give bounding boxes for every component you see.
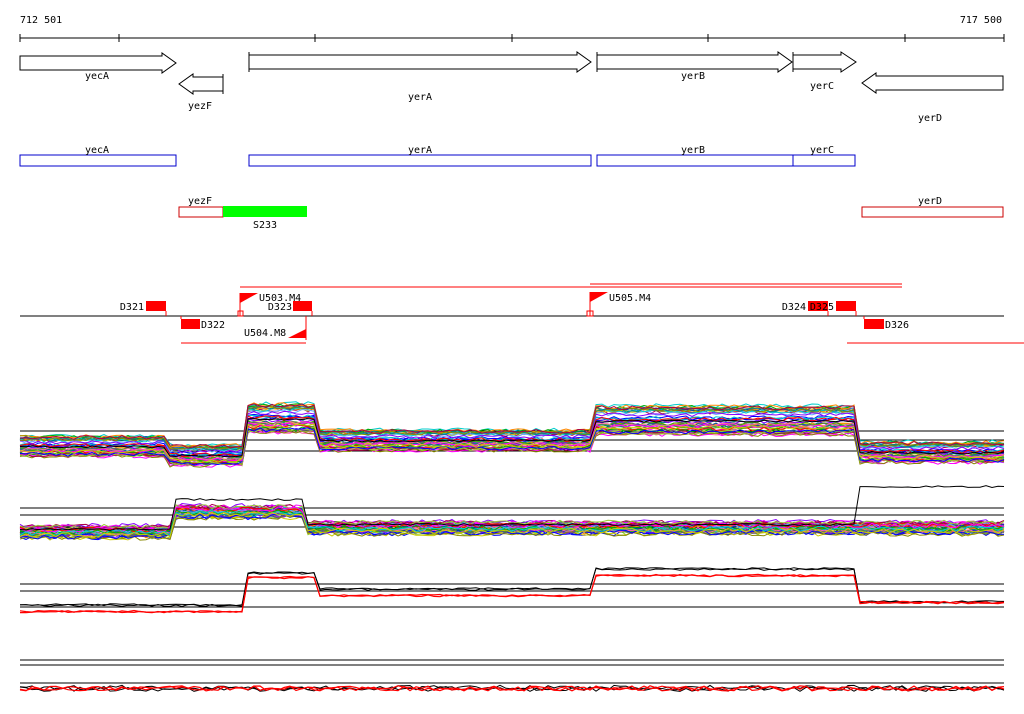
- panel-2-trace: [19, 511, 1005, 538]
- gene-label-yerB: yerB: [681, 71, 705, 82]
- panel-1-trace: [19, 410, 1005, 454]
- feature-label-D323: D323: [268, 302, 292, 313]
- feature-label-D324: D324: [782, 302, 806, 313]
- panel-1-trace: [19, 415, 1005, 458]
- panel-1-trace: [19, 430, 1005, 468]
- feature-D321[interactable]: [146, 301, 166, 311]
- feature-S233[interactable]: [223, 206, 307, 217]
- gene-label-yerD: yerD: [918, 113, 942, 124]
- panel-2-trace: [19, 509, 1005, 535]
- transcript-feature-track: D321 D322 D323 D324 D325 D326 U503.M4 U5…: [20, 283, 1024, 344]
- feature-U505-M4[interactable]: [590, 292, 608, 302]
- gene-label-yezF: yezF: [188, 101, 212, 112]
- panel-3-trace-red: [20, 574, 1005, 614]
- feature-U504-M8[interactable]: [288, 329, 306, 338]
- feature-D325[interactable]: [836, 301, 856, 311]
- annotation-box-yerA[interactable]: [248, 154, 592, 167]
- gene-arrow-yecA[interactable]: [19, 52, 177, 74]
- gene-label-yerA: yerA: [408, 92, 432, 103]
- panel-1-trace-black: [19, 418, 1005, 458]
- panel-1-trace: [19, 403, 1005, 449]
- feature-label-U504-M8: U504.M8: [244, 328, 286, 339]
- annotation-box-track-blue: [19, 154, 856, 167]
- feature-D326[interactable]: [864, 319, 884, 329]
- panel-2-trace-black: [19, 485, 1005, 532]
- feature-D324[interactable]: [808, 301, 828, 311]
- coordinate-ruler: 712 501 717 500: [19, 15, 1005, 42]
- annotation-box-labels-blue: yecA yerA yerB yerC: [85, 145, 834, 156]
- panel-3-trace-black: [19, 567, 1004, 607]
- feature-label-U505-M4: U505.M4: [609, 293, 651, 304]
- panel-1-trace: [19, 421, 1005, 463]
- feature-label-S233: S233: [253, 220, 277, 231]
- feature-label-D322: D322: [201, 320, 225, 331]
- feature-label-D325: D325: [810, 302, 834, 313]
- box-label-yerA: yerA: [408, 145, 432, 156]
- ruler-end-label: 717 500: [960, 15, 1002, 26]
- box-label-yerB: yerB: [681, 145, 705, 156]
- gene-arrow-track: [19, 51, 1004, 95]
- expression-panels: [19, 401, 1005, 692]
- feature-label-U503-M4: U503.M4: [259, 293, 301, 304]
- panel-4-trace-red: [19, 685, 1005, 692]
- gene-arrow-yerD[interactable]: [861, 72, 1004, 94]
- panel-2-trace: [19, 504, 1005, 530]
- feature-D323[interactable]: [293, 301, 312, 311]
- panel-2-trace: [19, 507, 1005, 533]
- box-label-yezF: yezF: [188, 196, 212, 207]
- feature-label-D326: D326: [885, 320, 909, 331]
- gene-arrow-yerA[interactable]: [248, 51, 592, 73]
- panel-1-trace: [19, 423, 1005, 463]
- panel-1-trace: [19, 427, 1005, 466]
- panel-1-trace: [19, 430, 1005, 468]
- panel-1-trace: [19, 402, 1005, 449]
- feature-U503-M4[interactable]: [240, 293, 258, 303]
- feature-D322[interactable]: [181, 319, 200, 329]
- feature-label-D321: D321: [120, 302, 144, 313]
- annotation-box-track-red: yezF S233 yerD: [178, 196, 1004, 231]
- box-label-yerD: yerD: [918, 196, 942, 207]
- ruler-start-label: 712 501: [20, 15, 62, 26]
- annotation-box-yecA[interactable]: [19, 154, 177, 167]
- gene-label-yecA: yecA: [85, 71, 109, 82]
- box-label-yecA: yecA: [85, 145, 109, 156]
- annotation-box-yerD[interactable]: [861, 206, 1004, 218]
- gene-label-yerC: yerC: [810, 81, 834, 92]
- panel-3-trace-black: [19, 567, 1005, 607]
- annotation-box-yerC[interactable]: [792, 154, 856, 167]
- annotation-box-yerB[interactable]: [596, 154, 794, 167]
- box-label-yerC: yerC: [810, 145, 834, 156]
- gene-arrow-labels: yecA yezF yerA yerB yerC yerD: [85, 71, 942, 124]
- gene-arrow-yerC[interactable]: [792, 51, 857, 73]
- gene-arrow-yerB[interactable]: [596, 51, 793, 73]
- gene-arrow-yezF[interactable]: [178, 73, 224, 95]
- annotation-box-yezF[interactable]: [178, 206, 224, 218]
- panel-2-trace: [19, 506, 1005, 533]
